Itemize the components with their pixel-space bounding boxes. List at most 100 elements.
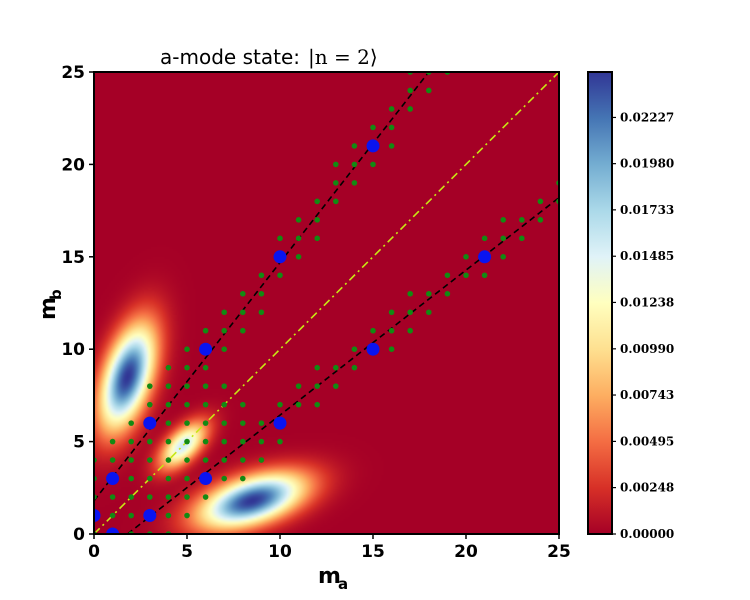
y-tick-label: 20 — [61, 155, 85, 175]
green-point — [128, 475, 134, 482]
green-point — [165, 420, 172, 426]
green-point — [258, 309, 265, 316]
green-point — [240, 457, 246, 463]
chart-title: a-mode state: |n = 2⟩ — [160, 45, 378, 70]
green-point — [240, 420, 246, 426]
colorbar-tick-label: 0.02227 — [620, 110, 674, 124]
green-point — [184, 383, 190, 389]
green-point — [128, 457, 134, 463]
green-point — [426, 87, 432, 94]
green-point — [407, 327, 414, 334]
green-point — [277, 235, 283, 242]
overlay-layer — [94, 72, 559, 534]
green-point — [202, 438, 209, 445]
green-point — [258, 438, 265, 445]
colorbar-ticks: 0.00000 0.00248 0.00495 0.00743 0.00990 0.012… — [612, 110, 674, 541]
green-point — [147, 457, 153, 463]
green-point — [388, 346, 395, 353]
plot-frame — [93, 71, 560, 535]
green-point — [147, 494, 153, 500]
green-point — [147, 401, 153, 408]
colorbar-tick-label: 0.00743 — [620, 388, 674, 402]
green-point — [314, 198, 321, 205]
green-point — [165, 494, 172, 500]
green-point — [221, 438, 227, 445]
green-point — [147, 438, 153, 445]
green-point — [109, 457, 116, 463]
green-point — [463, 253, 469, 260]
colorbar-tick-label: 0.00495 — [620, 434, 674, 448]
green-point — [221, 346, 227, 353]
green-point — [351, 143, 358, 149]
title-text: a-mode state: — [160, 45, 300, 69]
green-point — [333, 161, 339, 168]
green-point — [388, 124, 395, 131]
green-point — [463, 272, 469, 279]
x-axis-label-sub: a — [338, 575, 348, 593]
green-point — [221, 475, 227, 482]
y-axis-label-main: m — [36, 297, 61, 320]
green-point — [240, 327, 246, 334]
colorbar-tick-label: 0.01980 — [620, 157, 674, 171]
green-point — [165, 475, 172, 482]
colorbar-tick-label: 0.00990 — [620, 342, 674, 356]
green-point — [184, 512, 190, 519]
green-point — [128, 420, 134, 426]
green-point — [351, 346, 358, 353]
green-point — [258, 290, 265, 297]
green-point — [370, 327, 376, 334]
green-point — [165, 512, 172, 519]
green-point — [481, 235, 488, 242]
green-point — [240, 475, 246, 482]
green-point — [184, 420, 190, 426]
green-point — [109, 494, 116, 500]
green-point — [240, 438, 246, 445]
green-point — [388, 327, 395, 334]
green-point — [537, 217, 544, 223]
green-point — [240, 309, 246, 316]
green-point — [500, 235, 507, 242]
green-point — [221, 457, 227, 463]
x-axis-label-main: m — [318, 564, 341, 589]
green-point — [128, 494, 134, 500]
green-point — [184, 401, 190, 408]
green-point — [202, 457, 209, 463]
colorbar — [587, 71, 613, 535]
y-axis-label: m b — [36, 289, 65, 320]
x-tick-label: 0 — [88, 542, 100, 562]
green-point — [221, 401, 227, 408]
diagonal-dashdot-line — [94, 72, 559, 534]
blue-point — [106, 472, 120, 486]
green-point — [277, 401, 283, 408]
green-point — [165, 364, 172, 371]
green-point — [295, 217, 302, 223]
blue-point — [143, 509, 157, 523]
green-point — [184, 364, 190, 371]
green-point — [519, 235, 525, 242]
blue-point — [478, 250, 492, 264]
colorbar-tick-label: 0.01733 — [620, 203, 674, 217]
green-point — [184, 346, 190, 353]
green-point — [221, 420, 227, 426]
x-tick-label: 15 — [361, 542, 385, 562]
green-point — [165, 401, 172, 408]
blue-point — [366, 342, 380, 356]
green-point — [333, 383, 339, 389]
green-point — [388, 309, 395, 316]
green-point — [333, 180, 339, 186]
green-point — [202, 327, 209, 334]
green-point — [128, 438, 134, 445]
green-point — [165, 457, 172, 463]
blue-point — [273, 416, 287, 430]
green-point — [277, 272, 283, 279]
green-point — [500, 253, 507, 260]
green-point — [202, 420, 209, 426]
blue-points — [94, 139, 492, 534]
green-point — [295, 235, 302, 242]
x-tick-label: 10 — [268, 542, 292, 562]
green-point — [295, 253, 302, 260]
green-point — [221, 309, 227, 316]
y-tick-label: 0 — [73, 525, 85, 545]
green-point — [165, 438, 172, 445]
title-ket: |n = 2⟩ — [308, 45, 378, 70]
